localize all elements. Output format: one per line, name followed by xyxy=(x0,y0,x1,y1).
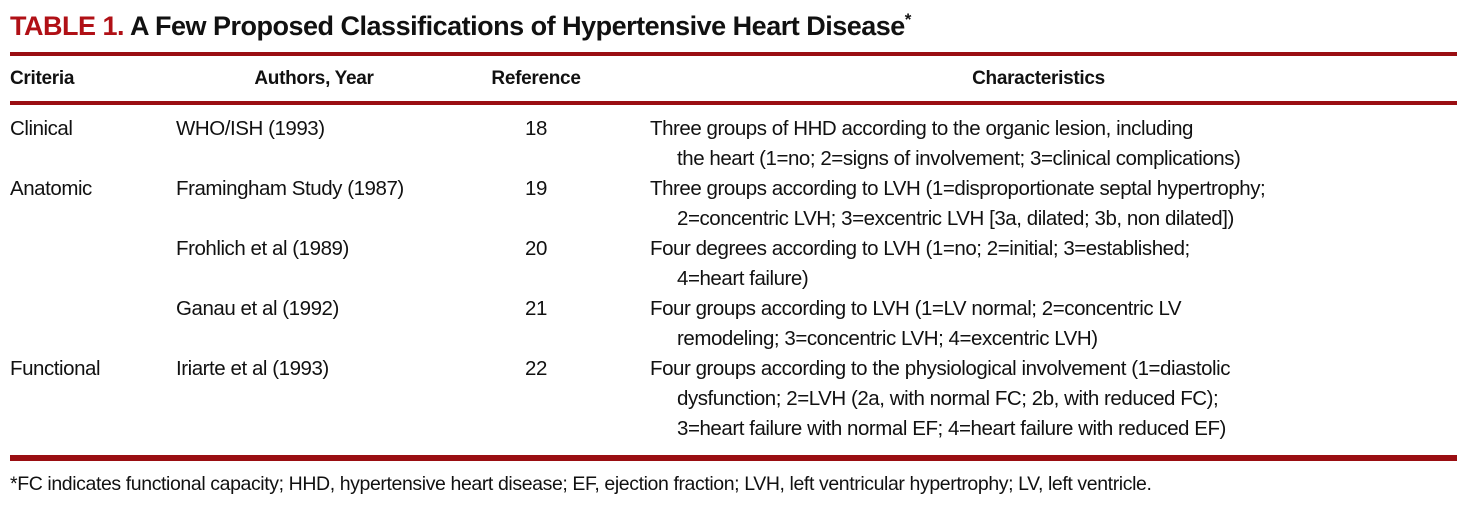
table-row: Clinical WHO/ISH (1993) 18 Three groups … xyxy=(10,114,1457,174)
table-row: Functional Iriarte et al (1993) 22 Four … xyxy=(10,354,1457,444)
table-row: Anatomic Framingham Study (1987) 19 Thre… xyxy=(10,174,1457,234)
characteristics-line: dysfunction; 2=LVH (2a, with normal FC; … xyxy=(677,387,1219,410)
authors-cell: WHO/ISH (1993) xyxy=(176,117,325,140)
header-rule xyxy=(10,101,1457,105)
characteristics-line: 4=heart failure) xyxy=(677,267,809,290)
reference-cell: 22 xyxy=(525,357,547,380)
characteristics-line: Three groups according to LVH (1=disprop… xyxy=(650,177,1266,200)
column-header-reference: Reference xyxy=(491,68,581,89)
bottom-rule xyxy=(10,455,1457,461)
criteria-cell: Functional xyxy=(10,357,101,380)
characteristics-cell: Four degrees according to LVH (1=no; 2=i… xyxy=(620,234,1457,294)
reference-cell: 20 xyxy=(525,237,547,260)
authors-cell: Framingham Study (1987) xyxy=(176,177,404,200)
reference-cell: 18 xyxy=(525,117,547,140)
authors-cell: Frohlich et al (1989) xyxy=(176,237,349,260)
table-title-text: A Few Proposed Classifications of Hypert… xyxy=(130,11,905,41)
characteristics-cell: Three groups according to LVH (1=disprop… xyxy=(620,174,1457,234)
characteristics-line: 2=concentric LVH; 3=excentric LVH [3a, d… xyxy=(677,207,1234,230)
authors-cell: Ganau et al (1992) xyxy=(176,297,339,320)
characteristics-line: Four groups according to LVH (1=LV norma… xyxy=(650,297,1182,320)
table-footnote: *FC indicates functional capacity; HHD, … xyxy=(10,473,1152,495)
characteristics-line: 3=heart failure with normal EF; 4=heart … xyxy=(677,417,1226,440)
characteristics-cell: Four groups according to the physiologic… xyxy=(620,354,1457,444)
criteria-cell: Clinical xyxy=(10,117,73,140)
column-header-authors-year: Authors, Year xyxy=(254,68,374,89)
table-title: TABLE 1. A Few Proposed Classifications … xyxy=(10,10,1457,42)
reference-cell: 21 xyxy=(525,297,547,320)
reference-cell: 19 xyxy=(525,177,547,200)
table-row: Frohlich et al (1989) 20 Four degrees ac… xyxy=(10,234,1457,294)
footnote-marker: * xyxy=(904,10,912,29)
characteristics-line: the heart (1=no; 2=signs of involvement;… xyxy=(677,147,1241,170)
characteristics-line: Four groups according to the physiologic… xyxy=(650,357,1231,380)
characteristics-line: Four degrees according to LVH (1=no; 2=i… xyxy=(650,237,1190,260)
characteristics-cell: Four groups according to LVH (1=LV norma… xyxy=(620,294,1457,354)
table-row: Ganau et al (1992) 21 Four groups accord… xyxy=(10,294,1457,354)
column-header-criteria: Criteria xyxy=(10,68,75,89)
column-header-characteristics: Characteristics xyxy=(972,68,1105,89)
authors-cell: Iriarte et al (1993) xyxy=(176,357,329,380)
table-number-label: TABLE 1. xyxy=(10,11,125,41)
criteria-cell: Anatomic xyxy=(10,177,92,200)
table-header-row: Criteria Authors, Year Reference Charact… xyxy=(10,56,1457,101)
characteristics-line: remodeling; 3=concentric LVH; 4=excentri… xyxy=(677,327,1098,350)
top-rule xyxy=(10,52,1457,56)
characteristics-line: Three groups of HHD according to the org… xyxy=(650,117,1193,140)
table-body: Clinical WHO/ISH (1993) 18 Three groups … xyxy=(10,105,1457,455)
characteristics-cell: Three groups of HHD according to the org… xyxy=(620,114,1457,174)
